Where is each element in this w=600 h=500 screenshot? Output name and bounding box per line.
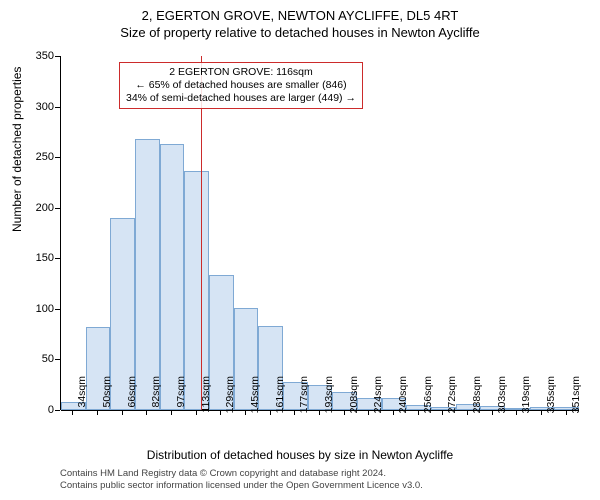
ytick-mark bbox=[55, 410, 60, 411]
xtick-label: 66sqm bbox=[126, 376, 138, 416]
main-title: 2, EGERTON GROVE, NEWTON AYCLIFFE, DL5 4… bbox=[0, 0, 600, 23]
annotation-line-1: 2 EGERTON GROVE: 116sqm bbox=[126, 66, 356, 79]
xtick-label: 272sqm bbox=[446, 376, 458, 416]
xtick-label: 256sqm bbox=[422, 376, 434, 416]
ytick-label: 200 bbox=[24, 202, 54, 214]
xtick-label: 113sqm bbox=[200, 376, 212, 416]
xtick-label: 129sqm bbox=[224, 376, 236, 416]
xtick-label: 240sqm bbox=[397, 376, 409, 416]
histogram-bar bbox=[184, 171, 208, 410]
ytick-mark bbox=[55, 157, 60, 158]
xtick-mark bbox=[97, 410, 98, 415]
ytick-label: 300 bbox=[24, 101, 54, 113]
xtick-label: 335sqm bbox=[545, 376, 557, 416]
y-axis-label: Number of detached properties bbox=[10, 67, 24, 232]
xtick-label: 193sqm bbox=[323, 376, 335, 416]
ytick-label: 0 bbox=[24, 404, 54, 416]
xtick-mark bbox=[368, 410, 369, 415]
annotation-line-2: ← 65% of detached houses are smaller (84… bbox=[126, 79, 356, 92]
xtick-label: 208sqm bbox=[348, 376, 360, 416]
sub-title: Size of property relative to detached ho… bbox=[0, 23, 600, 40]
ytick-label: 50 bbox=[24, 353, 54, 365]
ytick-label: 150 bbox=[24, 252, 54, 264]
xtick-mark bbox=[566, 410, 567, 415]
histogram-bar bbox=[160, 144, 184, 410]
titles-block: 2, EGERTON GROVE, NEWTON AYCLIFFE, DL5 4… bbox=[0, 0, 600, 40]
xtick-mark bbox=[220, 410, 221, 415]
ytick-mark bbox=[55, 359, 60, 360]
xtick-label: 161sqm bbox=[274, 376, 286, 416]
ytick-mark bbox=[55, 56, 60, 57]
ytick-label: 100 bbox=[24, 303, 54, 315]
footer-line-1: Contains HM Land Registry data © Crown c… bbox=[60, 468, 423, 480]
xtick-label: 351sqm bbox=[570, 376, 582, 416]
xtick-mark bbox=[516, 410, 517, 415]
histogram-bar bbox=[135, 139, 159, 410]
xtick-label: 288sqm bbox=[471, 376, 483, 416]
footer: Contains HM Land Registry data © Crown c… bbox=[60, 468, 423, 493]
xtick-mark bbox=[196, 410, 197, 415]
xtick-mark bbox=[541, 410, 542, 415]
plot-region: 2 EGERTON GROVE: 116sqm ← 65% of detache… bbox=[60, 56, 579, 410]
ytick-mark bbox=[55, 258, 60, 259]
xtick-label: 224sqm bbox=[372, 376, 384, 416]
xtick-mark bbox=[146, 410, 147, 415]
ytick-mark bbox=[55, 208, 60, 209]
footer-line-2: Contains public sector information licen… bbox=[60, 480, 423, 492]
ytick-label: 250 bbox=[24, 151, 54, 163]
xtick-label: 319sqm bbox=[520, 376, 532, 416]
xtick-label: 303sqm bbox=[496, 376, 508, 416]
xtick-label: 82sqm bbox=[150, 376, 162, 416]
annotation-box: 2 EGERTON GROVE: 116sqm ← 65% of detache… bbox=[119, 62, 363, 109]
chart-area: 2 EGERTON GROVE: 116sqm ← 65% of detache… bbox=[60, 56, 578, 410]
xtick-mark bbox=[442, 410, 443, 415]
xtick-mark bbox=[171, 410, 172, 415]
xtick-label: 177sqm bbox=[298, 376, 310, 416]
xtick-label: 145sqm bbox=[249, 376, 261, 416]
xtick-label: 97sqm bbox=[175, 376, 187, 416]
x-axis-title: Distribution of detached houses by size … bbox=[0, 448, 600, 462]
xtick-mark bbox=[418, 410, 419, 415]
xtick-label: 50sqm bbox=[101, 376, 113, 416]
xtick-mark bbox=[492, 410, 493, 415]
xtick-mark bbox=[245, 410, 246, 415]
xtick-mark bbox=[319, 410, 320, 415]
xtick-mark bbox=[344, 410, 345, 415]
ytick-mark bbox=[55, 309, 60, 310]
annotation-line-3: 34% of semi-detached houses are larger (… bbox=[126, 92, 356, 105]
ytick-label: 350 bbox=[24, 50, 54, 62]
xtick-mark bbox=[467, 410, 468, 415]
ytick-mark bbox=[55, 107, 60, 108]
xtick-mark bbox=[393, 410, 394, 415]
xtick-mark bbox=[122, 410, 123, 415]
xtick-mark bbox=[270, 410, 271, 415]
xtick-label: 34sqm bbox=[76, 376, 88, 416]
xtick-mark bbox=[72, 410, 73, 415]
xtick-mark bbox=[294, 410, 295, 415]
chart-container: 2, EGERTON GROVE, NEWTON AYCLIFFE, DL5 4… bbox=[0, 0, 600, 500]
